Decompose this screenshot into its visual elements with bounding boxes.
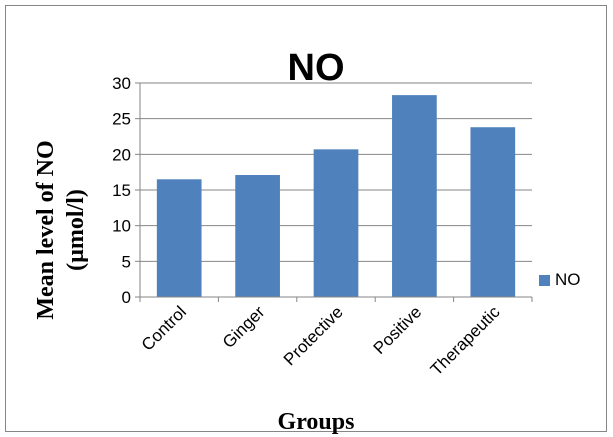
y-tick-label: 25	[112, 110, 131, 129]
y-tick-label: 0	[122, 288, 131, 307]
y-tick-label: 30	[112, 74, 131, 93]
x-tick-label: Control	[138, 302, 190, 354]
legend: NO	[539, 270, 581, 289]
axes	[139, 83, 532, 298]
legend-label: NO	[555, 270, 581, 289]
y-axis-title-line1: Mean level of NO	[33, 140, 59, 319]
chart-title: NO	[288, 47, 345, 89]
x-axis-title: Groups	[278, 409, 355, 435]
bar-positive	[392, 95, 437, 297]
y-tick-labels: 0 5 10 15 20 25 30	[112, 74, 131, 307]
x-tick-label: Protective	[280, 302, 347, 369]
x-tick-label: Positive	[370, 302, 426, 358]
y-tick-label: 15	[112, 181, 131, 200]
y-axis-title-line2: (µmol/l)	[63, 189, 89, 271]
y-tick-label: 10	[112, 217, 131, 236]
x-tick-label: Ginger	[219, 302, 269, 352]
y-axis-title: Mean level of NO (µmol/l)	[33, 140, 89, 319]
y-tick-label: 5	[122, 252, 131, 271]
y-tick-label: 20	[112, 145, 131, 164]
bar-therapeutic	[470, 127, 516, 297]
x-tick-label: Therapeutic	[427, 302, 504, 379]
bars	[156, 95, 516, 297]
legend-swatch	[539, 275, 550, 286]
bar-ginger	[235, 175, 280, 297]
bar-control	[156, 179, 202, 297]
bar-protective	[313, 149, 359, 297]
x-tick-labels: Control Ginger Protective Positive Therapeut…	[138, 302, 504, 379]
